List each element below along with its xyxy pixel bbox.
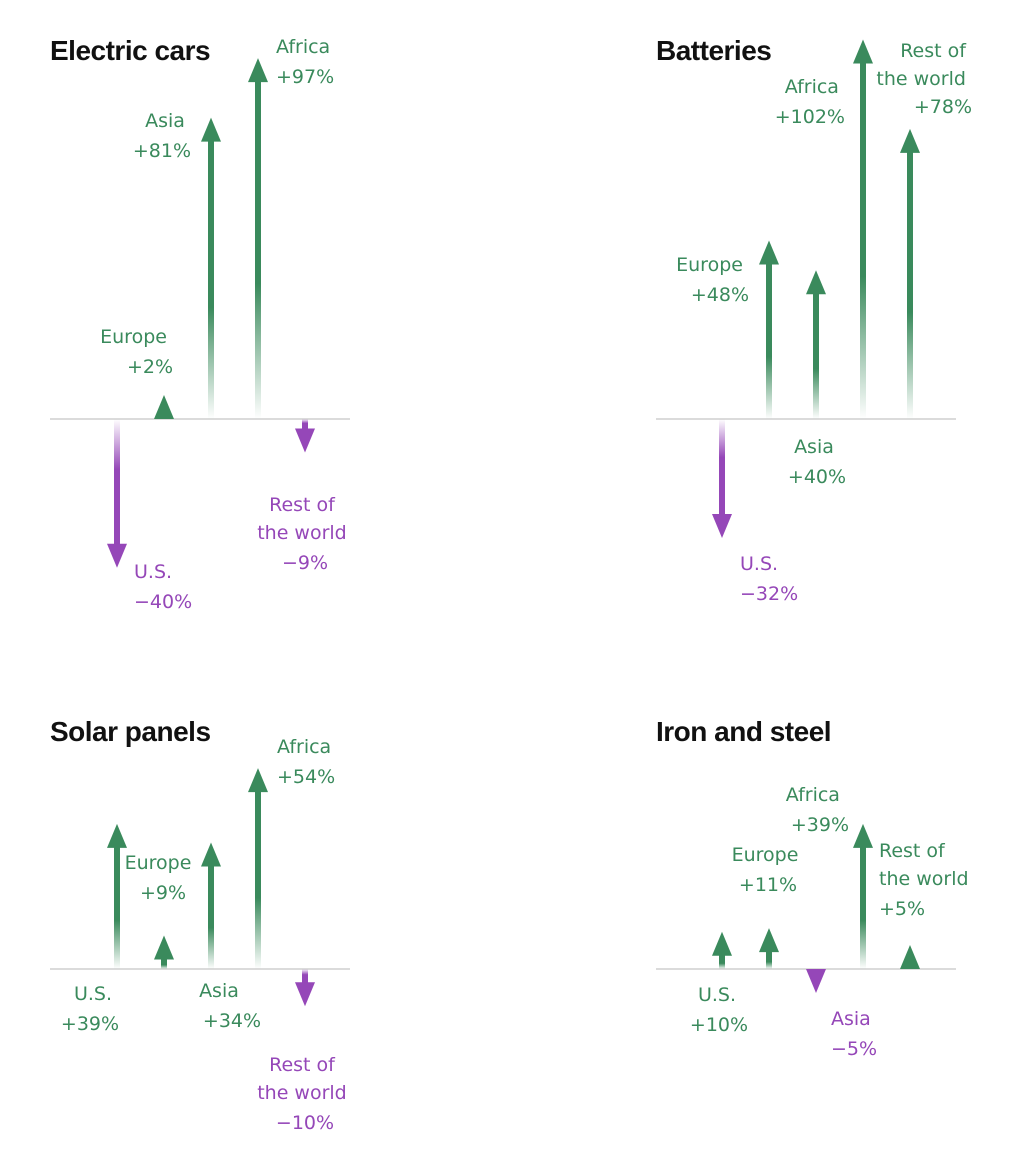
arrow-head	[900, 128, 920, 153]
arrow-shaft	[719, 419, 725, 516]
arrow-shaft	[161, 958, 167, 969]
arrow-head	[759, 240, 779, 265]
arrow-head	[107, 823, 127, 848]
arrow-asia	[201, 842, 221, 969]
arrow-head	[107, 543, 127, 568]
label-rest-of-world: Rest of the world −9%	[257, 494, 353, 574]
label-europe: Europe +48%	[676, 254, 749, 306]
label-asia: Asia +40%	[788, 436, 846, 488]
label-rest-of-world: Rest of the world +5%	[879, 840, 975, 920]
label-europe: Europe +9%	[125, 852, 198, 904]
arrow-head	[853, 39, 873, 64]
arrow-head	[201, 117, 221, 142]
arrow-shaft	[255, 81, 261, 419]
chart-marks	[712, 823, 920, 993]
label-asia: Asia +34%	[199, 980, 261, 1032]
arrow-shaft	[302, 419, 308, 430]
chart-title: Iron and steel	[656, 716, 831, 747]
chart-electric-cars: Electric cars U.S. −40% Europe +2% Asia …	[50, 35, 353, 613]
arrow-rest-of-the-world	[900, 945, 920, 969]
label-us: U.S. −40%	[134, 561, 192, 613]
arrow-africa	[853, 823, 873, 969]
arrow-head	[248, 768, 268, 793]
label-asia: Asia +81%	[133, 110, 191, 162]
arrow-shaft	[907, 151, 913, 419]
arrow-shaft	[766, 263, 772, 419]
arrow-head	[806, 270, 826, 295]
chart-title: Electric cars	[50, 35, 210, 66]
label-us: U.S. −32%	[740, 553, 798, 605]
label-rest-of-world: Rest of the world +78%	[876, 40, 972, 118]
arrow-shaft	[255, 791, 261, 969]
arrow-asia	[201, 117, 221, 419]
arrow-rest-of-the-world	[900, 128, 920, 419]
arrow-head	[154, 935, 174, 960]
arrow-shaft	[114, 419, 120, 545]
arrow-u-s	[107, 419, 127, 568]
arrow-shaft	[208, 865, 214, 969]
arrow-head	[853, 823, 873, 848]
label-africa: Africa +39%	[786, 784, 849, 836]
chart-marks	[107, 58, 315, 568]
arrow-head	[295, 428, 315, 453]
arrow-shaft	[766, 951, 772, 969]
arrow-africa	[853, 39, 873, 420]
label-asia: Asia −5%	[831, 1008, 877, 1060]
arrow-shaft	[813, 293, 819, 419]
label-rest-of-world: Rest of the world −10%	[257, 1054, 353, 1134]
chart-marks	[107, 768, 315, 1007]
arrow-rest-of-the-world	[295, 969, 315, 1007]
arrow-head	[900, 945, 920, 969]
arrow-asia	[806, 969, 826, 993]
label-africa: Africa +102%	[775, 76, 845, 128]
label-africa: Africa +54%	[277, 736, 337, 788]
label-europe: Europe +11%	[732, 844, 805, 896]
arrow-europe	[154, 935, 174, 969]
label-europe: Europe +2%	[100, 326, 173, 378]
label-africa: Africa +97%	[276, 36, 336, 88]
chart-title: Batteries	[656, 35, 771, 66]
arrow-head	[248, 58, 268, 83]
arrow-europe	[759, 240, 779, 419]
arrow-shaft	[208, 140, 214, 419]
chart-batteries: Batteries U.S. −32% Europe +48% Asia +40…	[656, 35, 972, 605]
arrow-shaft	[302, 969, 308, 984]
arrow-asia	[806, 270, 826, 419]
arrow-u-s	[712, 931, 732, 969]
chart-iron-and-steel: Iron and steel U.S. +10% Europe +11% Asi…	[656, 716, 975, 1060]
arrow-head	[154, 395, 174, 419]
arrow-africa	[248, 768, 268, 969]
arrow-africa	[248, 58, 268, 419]
arrow-head	[712, 931, 732, 956]
arrow-shaft	[719, 954, 725, 969]
arrow-shaft	[860, 62, 866, 420]
label-us: U.S. +10%	[690, 984, 748, 1036]
chart-title: Solar panels	[50, 716, 211, 747]
arrow-shaft	[114, 846, 120, 969]
arrow-europe	[759, 928, 779, 969]
arrow-head	[201, 842, 221, 867]
arrow-europe	[154, 395, 174, 419]
arrow-shaft	[860, 846, 866, 969]
arrow-head	[806, 969, 826, 993]
arrow-head	[295, 982, 315, 1007]
arrow-rest-of-the-world	[295, 419, 315, 453]
chart-solar-panels: Solar panels U.S. +39% Europe +9% Asia +…	[50, 716, 353, 1134]
chart-marks	[712, 39, 920, 539]
arrow-head	[712, 514, 732, 539]
arrow-u-s	[712, 419, 732, 539]
arrow-u-s	[107, 823, 127, 969]
label-us: U.S. +39%	[61, 983, 119, 1035]
arrow-head	[759, 928, 779, 953]
